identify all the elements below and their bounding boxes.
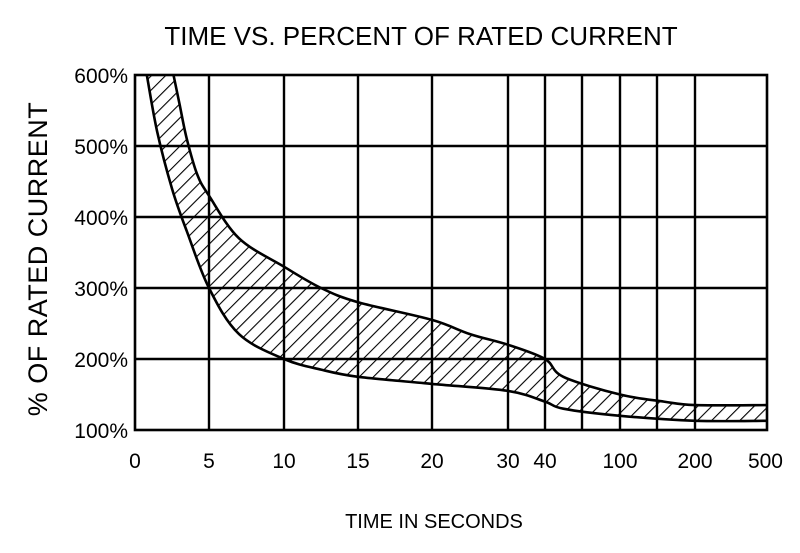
x-tick-label: 20 bbox=[420, 450, 443, 473]
x-tick-label: 200 bbox=[677, 450, 712, 473]
plot-frame bbox=[133, 73, 769, 432]
x-tick-label: 500 bbox=[748, 450, 783, 473]
hatched-band bbox=[146, 75, 768, 422]
x-tick-label: 40 bbox=[533, 450, 556, 473]
x-tick-label: 15 bbox=[346, 450, 369, 473]
y-tick-label: 200% bbox=[74, 349, 128, 372]
upper-boundary-curve bbox=[172, 74, 768, 407]
x-tick-label: 5 bbox=[203, 450, 215, 473]
y-tick-label: 400% bbox=[74, 207, 128, 230]
x-tick-label: 100 bbox=[602, 450, 637, 473]
y-axis-label: % OF RATED CURRENT bbox=[23, 102, 53, 417]
lower-boundary-curve bbox=[145, 74, 768, 423]
x-tick-label: 10 bbox=[272, 450, 295, 473]
x-axis-label: TIME IN SECONDS bbox=[345, 511, 523, 533]
x-tick-label: 0 bbox=[129, 450, 141, 473]
x-tick-label: 30 bbox=[496, 450, 519, 473]
y-tick-label: 600% bbox=[74, 65, 128, 88]
y-tick-label: 300% bbox=[74, 278, 128, 301]
chart-title: TIME VS. PERCENT OF RATED CURRENT bbox=[164, 21, 677, 51]
y-tick-label: 100% bbox=[74, 420, 128, 443]
y-tick-label: 500% bbox=[74, 136, 128, 159]
